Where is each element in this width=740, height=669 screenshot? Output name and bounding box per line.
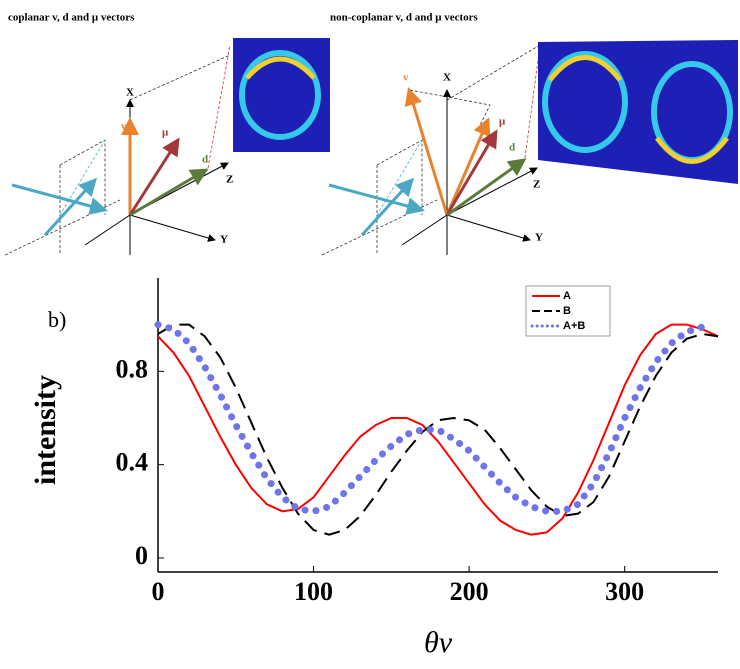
x-tick-label: 300	[605, 577, 644, 606]
axis-label: Z	[533, 179, 540, 191]
diagram-title: non-coplanar v, d and μ vectors	[330, 12, 479, 24]
panel-label: b)	[48, 307, 66, 332]
vector-label: μ	[499, 116, 506, 128]
diagram-non-coplanar: non-coplanar v, d and μ vectors X v μ d …	[321, 12, 738, 256]
axis-label: Z	[226, 174, 233, 186]
x-tick-label: 0	[152, 577, 165, 606]
x-tick-label: 200	[450, 577, 489, 606]
legend-label: A	[563, 290, 571, 302]
series-line	[154, 321, 706, 515]
vector-label: d	[509, 142, 515, 154]
axis-label: X	[126, 87, 134, 99]
diagram-title: coplanar v, d and μ vectors	[8, 12, 135, 24]
vector-label: d	[202, 154, 208, 166]
y-axis-label: intensity	[29, 375, 62, 485]
x-axis-label: θv	[424, 626, 453, 659]
vector-label: μ	[162, 127, 169, 139]
vector-label: v	[121, 121, 127, 133]
x-tick-label: 100	[294, 577, 333, 606]
series-line	[157, 323, 719, 536]
y-tick-label: 0	[135, 541, 148, 570]
legend-label: A+B	[563, 320, 585, 332]
vector-label: v	[403, 72, 409, 84]
axis-label: X	[443, 72, 451, 84]
series-line	[157, 323, 719, 536]
axis-label: Y	[220, 234, 228, 246]
y-tick-label: 0.4	[116, 448, 149, 477]
diagram-coplanar: coplanar v, d and μ vectors X v μ d Z Y	[4, 12, 330, 256]
y-tick-label: 0.8	[116, 354, 149, 383]
legend-label: B	[563, 305, 571, 317]
axis-label: Y	[535, 232, 543, 244]
